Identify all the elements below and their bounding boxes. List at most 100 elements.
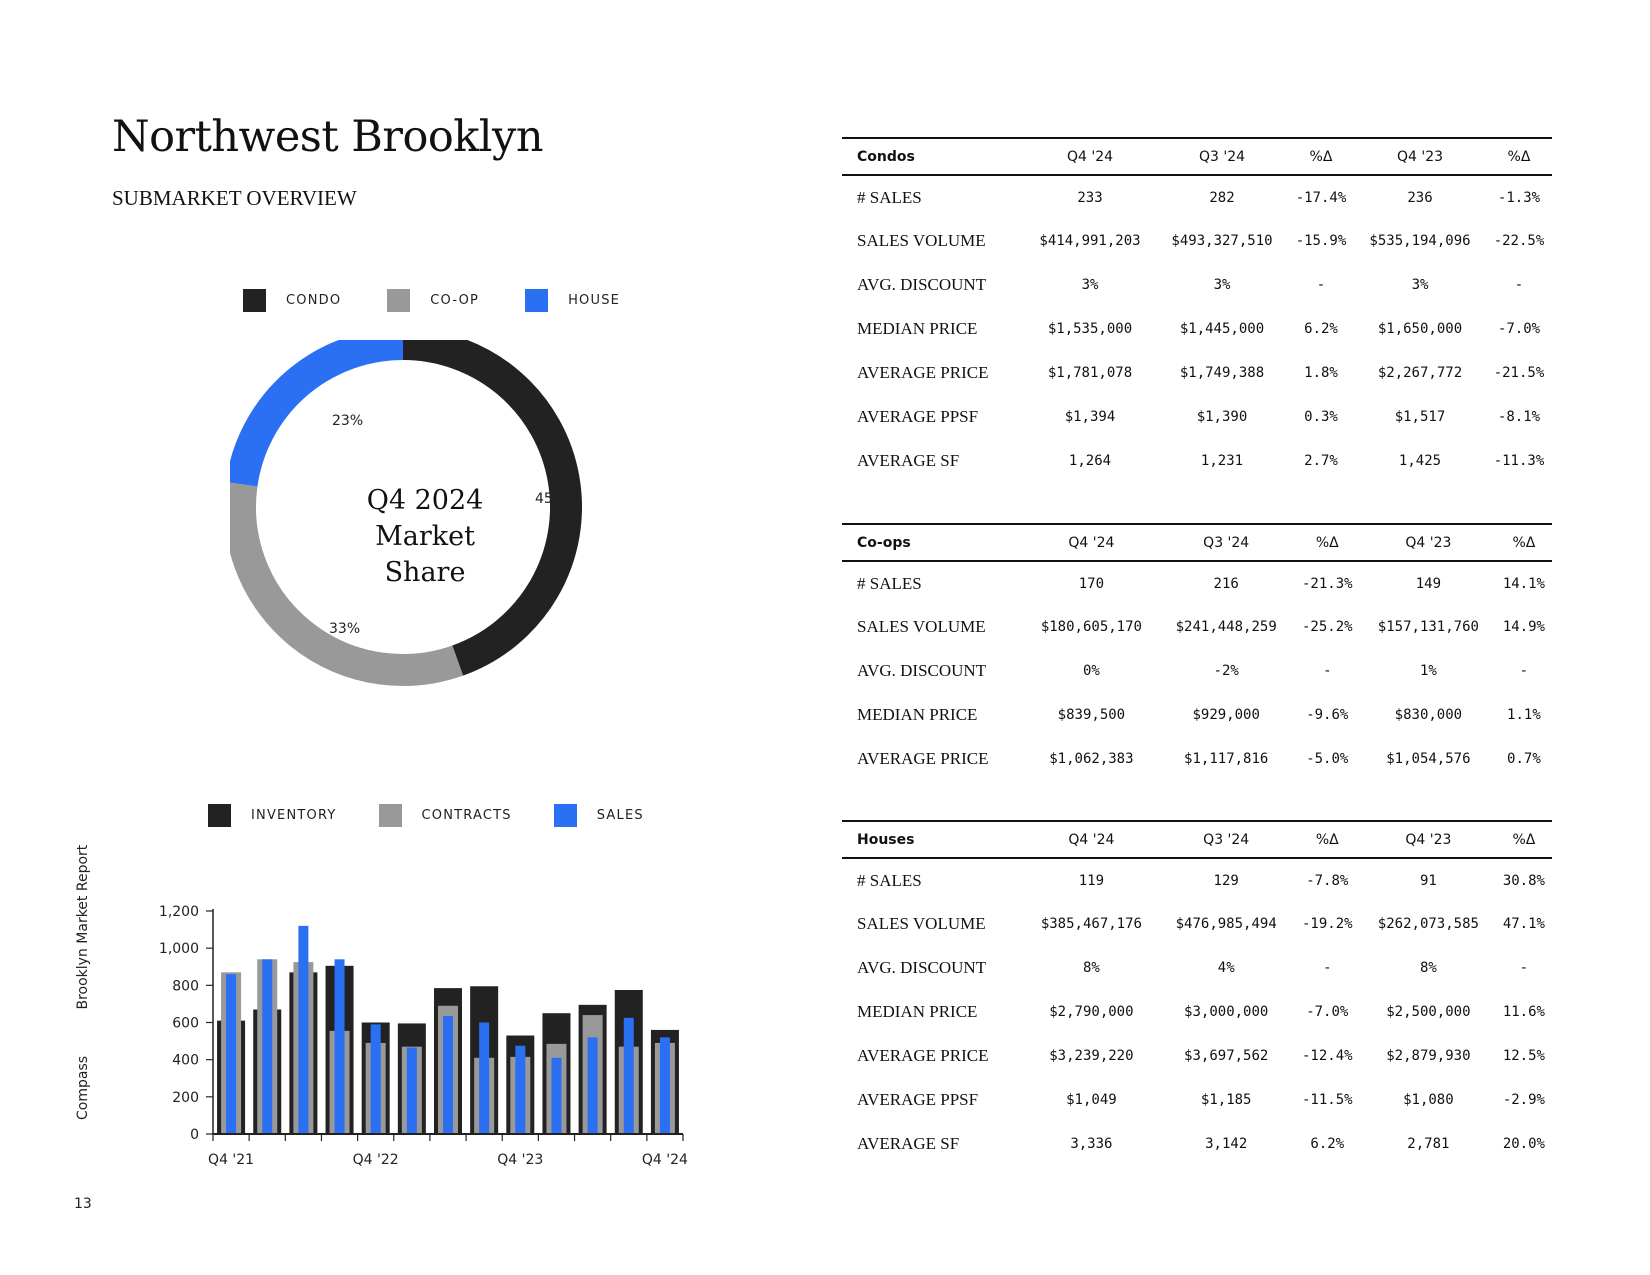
legend-swatch-coop [387,289,411,312]
table-row: AVERAGE PPSF $1,394 $1,390 0.3% $1,517 -8.1% [842,395,1552,439]
table-cell: 1,425 [1398,453,1442,469]
table-cell: -11.5% [1302,1092,1353,1108]
table-cell: $414,991,203 [1039,233,1141,249]
table-cell: -15.9% [1295,233,1347,249]
row-metric-label: AVERAGE PRICE [857,749,989,768]
bar-legend: INVENTORY CONTRACTS SALES [208,804,686,827]
houses-table: Houses Q4 '24 Q3 '24 %Δ Q4 '23 %Δ # SALE… [842,820,1552,1166]
table-cell: $1,781,078 [1047,365,1133,381]
table-cell: $3,239,220 [1049,1048,1134,1064]
table-cell: - [1519,663,1529,679]
legend-label-inventory: INVENTORY [251,808,337,823]
column-header: %Δ [1495,523,1552,562]
table-cell: -22.5% [1493,233,1545,249]
table-cell: 129 [1213,872,1239,889]
donut-slice-coop [230,482,464,686]
table-cell: -2.9% [1502,1092,1545,1108]
row-metric-label: SALES VOLUME [857,231,986,250]
side-caption: Compass Brooklyn Market Report [75,845,91,1120]
quarterly-bar-chart: 0 200 400 600 800 1,000 1,200 Q4 '21 Q4 '22 Q4 '… [159,904,688,1168]
donut-slice-house [230,340,404,487]
table-cell: 1,264 [1068,453,1112,469]
table-cell: 3,142 [1205,1136,1248,1152]
table-cell: 170 [1078,575,1105,592]
legend-label-contracts: CONTRACTS [421,808,512,823]
column-header: %Δ [1288,137,1354,176]
table-header-row: Co-ops Q4 '24 Q3 '24 %Δ Q4 '23 %Δ [842,523,1552,562]
table-header-row: Houses Q4 '24 Q3 '24 %Δ Q4 '23 %Δ [842,820,1552,859]
donut-label-condo: 45% [535,491,567,507]
table-row: # SALES 170 216 -21.3% 149 14.1% [842,561,1552,605]
x-tick-label: Q4 '24 [642,1152,688,1168]
column-header: %Δ [1293,820,1361,859]
column-header: %Δ [1495,820,1552,859]
x-tick-label: Q4 '21 [208,1152,254,1168]
row-metric-label: AVG. DISCOUNT [857,661,987,680]
donut-legend: CONDO CO-OP HOUSE [243,289,666,312]
table-cell: $1,535,000 [1047,321,1133,337]
table-cell: $3,697,562 [1184,1048,1269,1064]
table-cell: $1,117,816 [1184,751,1269,767]
table-row: AVERAGE PRICE $1,062,383 $1,117,816 -5.0% $1… [842,737,1552,781]
table-row: SALES VOLUME $414,991,203 $493,327,510 -15.… [842,219,1552,263]
column-header: %Δ [1293,523,1361,562]
legend-swatch-inventory [208,804,231,827]
table-cell: 236 [1407,189,1433,206]
table-cell: 0.3% [1304,409,1338,425]
table-cell: - [1519,960,1529,976]
column-header: Q3 '24 [1158,820,1294,859]
table-cell: $385,467,176 [1040,916,1142,932]
legend-swatch-condo [243,289,266,312]
y-tick-label: 1,000 [159,941,199,957]
table-cell: $3,000,000 [1184,1004,1269,1020]
table-category-header: Condos [842,137,1024,176]
table-cell: - [1316,277,1326,293]
table-cell: $1,394 [1064,409,1116,425]
table-cell: -7.0% [1497,321,1541,337]
table-row: AVG. DISCOUNT 3% 3% - 3% - [842,263,1552,307]
column-header: Q3 '24 [1158,523,1294,562]
table-row: SALES VOLUME $180,605,170 $241,448,259 -25.… [842,605,1552,649]
table-cell: $1,390 [1196,409,1248,425]
x-tick-label: Q4 '23 [497,1152,543,1168]
table-row: AVERAGE PRICE $3,239,220 $3,697,562 -12.4% $… [842,1034,1552,1078]
table-cell: 14.9% [1502,619,1545,635]
table-cell: $1,049 [1066,1092,1117,1108]
market-share-donut [230,340,582,686]
table-cell: $493,327,510 [1171,233,1273,249]
row-metric-label: AVERAGE PRICE [857,1046,989,1065]
table-cell: $2,790,000 [1049,1004,1134,1020]
table-cell: $830,000 [1394,707,1463,723]
table-cell: 1.8% [1304,365,1338,381]
bar-sales [298,925,309,1134]
table-row: SALES VOLUME $385,467,176 $476,985,494 -19.… [842,902,1552,946]
table-cell: 2,781 [1407,1136,1450,1152]
row-metric-label: AVERAGE PPSF [857,407,979,426]
table-cell: $839,500 [1057,707,1126,723]
table-cell: -11.3% [1493,453,1545,469]
row-metric-label: SALES VOLUME [857,617,986,636]
bar-sales [587,1037,598,1134]
row-metric-label: MEDIAN PRICE [857,1002,978,1021]
row-metric-label: AVG. DISCOUNT [857,275,987,294]
table-cell: 11.6% [1502,1004,1545,1020]
table-cell: - [1514,277,1524,293]
table-cell: 4% [1217,960,1235,976]
column-header: Q4 '23 [1360,820,1496,859]
donut-slice-condo [402,340,582,676]
legend-label-house: HOUSE [568,293,621,308]
table-row: AVERAGE SF 3,336 3,142 6.2% 2,781 20.0% [842,1122,1552,1166]
legend-item-sales: SALES [553,804,644,827]
bar-sales [623,1017,634,1134]
page-subtitle: SUBMARKET OVERVIEW [112,186,357,210]
table-row: MEDIAN PRICE $1,535,000 $1,445,000 6.2% $1,6… [842,307,1552,351]
table-cell: 0% [1082,663,1100,679]
table-cell: -5.0% [1306,751,1349,767]
column-header: %Δ [1486,137,1552,176]
table-cell: $2,879,930 [1386,1048,1471,1064]
table-cell: 0.7% [1507,751,1541,767]
bar-sales [659,1037,670,1134]
table-row: AVERAGE SF 1,264 1,231 2.7% 1,425 -11.3% [842,439,1552,483]
table-cell: -12.4% [1302,1048,1353,1064]
table-cell: $1,062,383 [1049,751,1134,767]
